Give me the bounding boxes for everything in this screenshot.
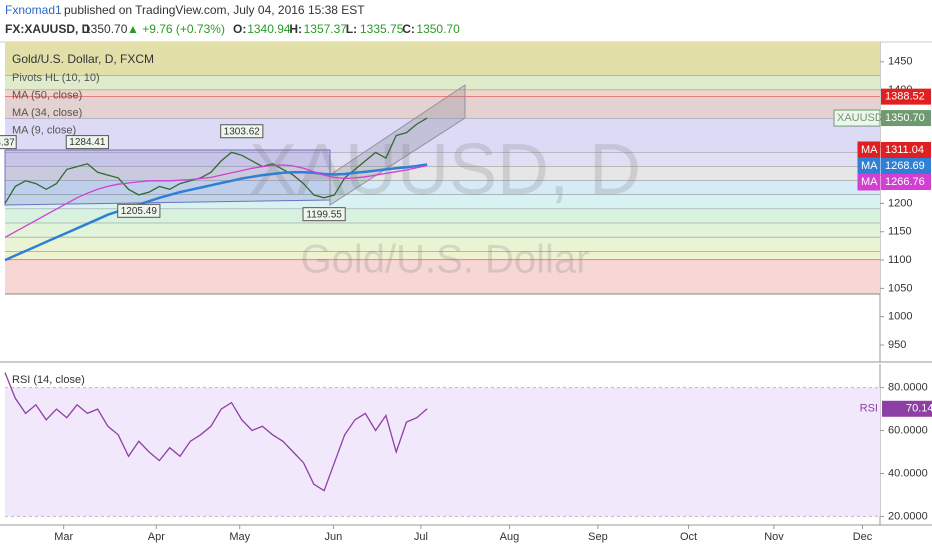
annotation: 1303.62 bbox=[224, 126, 261, 137]
y-tick-label: 1150 bbox=[888, 226, 912, 238]
badge-name-box bbox=[833, 109, 881, 127]
series-name: RSI bbox=[860, 403, 878, 415]
y-tick-label: 1200 bbox=[888, 197, 912, 209]
badge-name: XAUUSD bbox=[837, 112, 883, 124]
pane-title: Gold/U.S. Dollar, D, FXCM bbox=[12, 52, 154, 66]
ohlc-value: 1340.94 bbox=[247, 22, 291, 36]
ohlc-label: O: bbox=[233, 22, 246, 36]
y-tick-label: 1100 bbox=[888, 254, 912, 266]
x-tick-label: Apr bbox=[148, 531, 165, 543]
published: published on TradingView.com, July 04, 2… bbox=[64, 3, 365, 17]
y-tick-label: 80.0000 bbox=[888, 382, 928, 394]
price-badge bbox=[881, 174, 931, 190]
annotation-box bbox=[302, 207, 346, 222]
series-line bbox=[4, 117, 428, 204]
annotation: 1199.55 bbox=[306, 209, 342, 220]
y-tick-label: 1450 bbox=[888, 56, 912, 68]
value-badge bbox=[882, 400, 932, 417]
x-tick-label: Dec bbox=[853, 531, 873, 543]
price-badge-label: 1311.04 bbox=[885, 144, 924, 156]
pivot-zone bbox=[5, 209, 880, 224]
pivot-zone bbox=[5, 42, 880, 76]
watermark: Gold/U.S. Dollar bbox=[301, 238, 590, 282]
price-badge-label: 1350.70 bbox=[885, 112, 925, 124]
pivot-zone bbox=[5, 260, 880, 295]
x-tick-label: Jun bbox=[325, 531, 343, 543]
badge-name: MA bbox=[861, 176, 878, 188]
author[interactable]: Fxnomad1 bbox=[5, 3, 62, 17]
legend-entry: Pivots HL (10, 10) bbox=[12, 72, 100, 84]
annotation: 3.37 bbox=[0, 137, 15, 148]
annotation-box bbox=[0, 135, 17, 150]
ohlc-value: 1350.70 bbox=[416, 22, 460, 36]
annotation: 1284.41 bbox=[69, 137, 106, 148]
price-badge-label: 1388.52 bbox=[885, 91, 925, 103]
price-badge bbox=[881, 88, 931, 105]
pivot-zone bbox=[5, 237, 880, 252]
pivot-zone bbox=[5, 96, 880, 119]
y-tick-label: 1050 bbox=[888, 282, 912, 294]
x-tick-label: Nov bbox=[764, 531, 784, 543]
price-badge-label: 1268.69 bbox=[885, 160, 925, 172]
y-tick-label: 60.0000 bbox=[888, 424, 928, 436]
symbol: FX:XAUUSD, D bbox=[5, 22, 91, 36]
pane-title: RSI (14, close) bbox=[12, 374, 85, 386]
legend-entry: MA (34, close) bbox=[12, 107, 82, 119]
ohlc: O: 1340.94H: 1357.37L: 1335.75C: 1350.70 bbox=[233, 22, 460, 36]
price-badge-label: 1266.76 bbox=[885, 176, 925, 188]
annotation-box bbox=[220, 124, 264, 139]
pivot-zone bbox=[5, 194, 880, 210]
pivot-zone bbox=[5, 166, 880, 181]
pivot-zone bbox=[5, 180, 880, 195]
pivot-zone bbox=[5, 75, 880, 91]
x-tick-label: Oct bbox=[680, 531, 697, 543]
annotation: 1205.49 bbox=[121, 206, 158, 217]
badge-name: MA bbox=[861, 144, 878, 156]
series-line bbox=[4, 163, 428, 262]
y-tick-label: 40.0000 bbox=[888, 467, 928, 479]
channel bbox=[329, 84, 466, 206]
legend-entry: MA (50, close) bbox=[12, 89, 82, 101]
watermark: XAUUSD, D bbox=[249, 130, 641, 210]
pivot-zone bbox=[5, 251, 880, 261]
annotation-box bbox=[65, 135, 109, 150]
x-tick-label: May bbox=[229, 531, 250, 543]
x-tick-label: Mar bbox=[54, 531, 73, 543]
price: 1350.70 bbox=[84, 22, 128, 36]
price-pane: XAUUSD, D Gold/U.S. Dollar 950 1000 1050 1100… bbox=[0, 42, 932, 363]
legend-entry: MA (9, close) bbox=[12, 124, 76, 136]
y-tick-label: 1000 bbox=[888, 311, 912, 323]
pivot-zone bbox=[5, 90, 880, 97]
x-tick-label: Jul bbox=[414, 531, 428, 543]
pivot-zone bbox=[5, 223, 880, 238]
ohlc-label: C: bbox=[402, 22, 415, 36]
x-tick-label: Aug bbox=[500, 531, 520, 543]
pivot-zone bbox=[5, 118, 880, 153]
series-line bbox=[4, 164, 428, 238]
y-tick-label: 950 bbox=[888, 339, 906, 351]
y-tick-label: 20.0000 bbox=[888, 510, 928, 522]
value-label: 70.1463 bbox=[906, 403, 932, 415]
price-badge bbox=[881, 110, 931, 127]
series-line bbox=[4, 372, 428, 492]
price-badge bbox=[881, 142, 931, 158]
rsi-pane: 20.0000 40.0000 60.0000 80.0000 Mar Apr May Jun… bbox=[0, 364, 932, 543]
rsi-band bbox=[5, 387, 880, 517]
badge-name-box bbox=[857, 173, 881, 191]
price-badge bbox=[881, 158, 931, 174]
ohlc-value: 1335.75 bbox=[360, 22, 404, 36]
annotation-box bbox=[117, 203, 161, 218]
ohlc-label: L: bbox=[346, 22, 357, 36]
ohlc-label: H: bbox=[289, 22, 302, 36]
x-tick-label: Sep bbox=[588, 531, 608, 543]
pivot-zone bbox=[5, 152, 880, 167]
badge-name: MA bbox=[861, 160, 878, 172]
change: ▲ +9.76 (+0.73%) bbox=[127, 22, 225, 36]
ohlc-value: 1357.37 bbox=[304, 22, 348, 36]
